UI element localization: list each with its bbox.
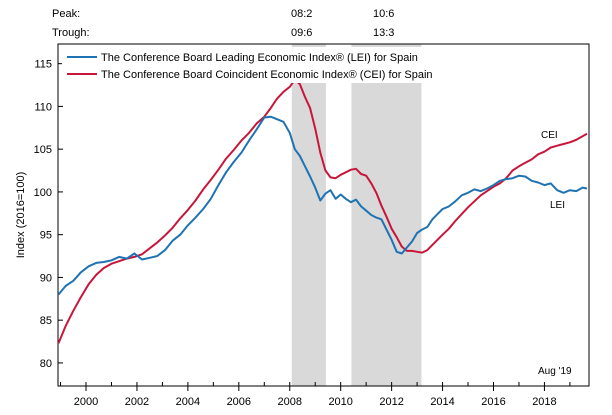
y-tick-label-80: 80 bbox=[40, 358, 52, 370]
x-tick-label-2014: 2014 bbox=[430, 396, 454, 408]
cei-end-label: CEI bbox=[541, 130, 558, 141]
peak-row-label: Peak: bbox=[52, 8, 81, 20]
y-tick-label-115: 115 bbox=[34, 59, 52, 71]
lei-end-label: LEI bbox=[550, 200, 565, 211]
x-tick-label-2000: 2000 bbox=[74, 396, 98, 408]
x-tick-label-2004: 2004 bbox=[176, 396, 200, 408]
y-tick-label-90: 90 bbox=[40, 272, 52, 284]
peak-date-2: 10:6 bbox=[373, 8, 395, 20]
x-tick-label-2012: 2012 bbox=[379, 396, 403, 408]
x-tick-label-2018: 2018 bbox=[532, 396, 556, 408]
legend: The Conference Board Leading Economic In… bbox=[62, 47, 484, 83]
x-tick-label-2008: 2008 bbox=[278, 396, 302, 408]
y-tick-label-95: 95 bbox=[40, 230, 52, 242]
x-tick-label-2010: 2010 bbox=[328, 396, 352, 408]
y-tick-label-85: 85 bbox=[40, 315, 52, 327]
y-tick-label-100: 100 bbox=[34, 187, 52, 199]
trough-row-label: Trough: bbox=[52, 27, 90, 39]
y-axis-label: Index (2016=100) bbox=[15, 172, 27, 259]
data-date-note: Aug '19 bbox=[538, 366, 572, 377]
lei-series-line bbox=[57, 115, 588, 296]
trough-date-2: 13:3 bbox=[373, 27, 395, 39]
recession-bands bbox=[291, 44, 422, 386]
y-tick-label-110: 110 bbox=[34, 101, 52, 113]
peak-date-1: 08:2 bbox=[291, 8, 313, 20]
x-tick-label-2006: 2006 bbox=[227, 396, 251, 408]
recession-band-1 bbox=[291, 44, 326, 386]
y-axis: 80 85 90 95 100 105 110 115 bbox=[34, 59, 63, 370]
legend-box bbox=[62, 47, 484, 83]
x-tick-label-2002: 2002 bbox=[125, 396, 149, 408]
y-tick-label-105: 105 bbox=[34, 144, 52, 156]
legend-label-lei: The Conference Board Leading Economic In… bbox=[101, 52, 418, 64]
plot-frame bbox=[57, 43, 590, 387]
x-tick-label-2016: 2016 bbox=[481, 396, 505, 408]
x-axis: 2000 2002 2004 2006 2008 2010 2012 2014 2016 2018 bbox=[60, 382, 571, 408]
cei-series-line bbox=[57, 78, 588, 344]
series-lines bbox=[57, 78, 588, 344]
trough-date-1: 09:6 bbox=[291, 27, 313, 39]
legend-label-cei: The Conference Board Coincident Economic… bbox=[101, 69, 433, 81]
